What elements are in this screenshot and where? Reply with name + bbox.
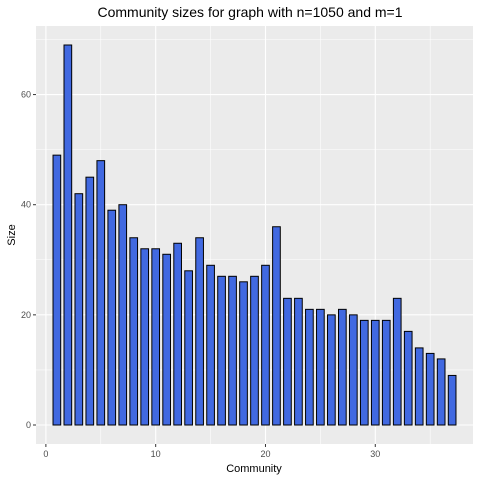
bar	[206, 264, 215, 426]
bar	[74, 193, 84, 426]
bar	[85, 176, 95, 426]
bar	[359, 319, 369, 426]
y-tick-label: 20	[21, 310, 31, 320]
bar	[195, 237, 204, 426]
bar	[217, 275, 226, 426]
y-tick-label: 60	[21, 90, 31, 100]
y-tick-label: 40	[21, 200, 31, 210]
bars	[52, 44, 457, 426]
bar	[337, 308, 347, 426]
bar	[436, 358, 446, 426]
bar	[52, 154, 62, 426]
bar	[118, 204, 128, 426]
bar	[96, 160, 106, 426]
x-axis-title: Community	[226, 463, 282, 475]
bar	[272, 226, 281, 426]
bar	[107, 209, 117, 426]
bar	[403, 330, 413, 426]
bar	[392, 297, 402, 426]
bar	[305, 308, 314, 426]
x-tick-label: 30	[370, 449, 380, 459]
bar	[151, 248, 161, 426]
bar	[239, 281, 248, 426]
x-axis: 0 10 20 30	[43, 444, 380, 459]
bar	[162, 253, 172, 426]
bar	[173, 242, 182, 426]
bar	[370, 319, 380, 426]
bar	[261, 264, 270, 426]
bar	[250, 275, 259, 426]
y-axis-title: Size	[6, 224, 18, 245]
bar	[447, 374, 457, 426]
bar	[283, 297, 292, 426]
bar	[140, 248, 150, 426]
y-tick-label: 0	[26, 420, 31, 430]
bar	[184, 270, 193, 426]
bar	[381, 319, 391, 426]
bar	[129, 237, 139, 426]
bar	[414, 347, 424, 426]
bar	[294, 297, 303, 426]
bar	[327, 314, 336, 426]
grid-minor	[36, 26, 473, 444]
bar	[228, 275, 237, 426]
x-tick-label: 20	[260, 449, 270, 459]
x-tick-label: 10	[151, 449, 161, 459]
y-axis: 0 20 40 60	[21, 90, 36, 430]
bar	[425, 352, 435, 426]
bar	[348, 314, 358, 426]
chart-title: Community sizes for graph with n=1050 an…	[97, 4, 402, 20]
x-tick-label: 0	[43, 449, 48, 459]
bar	[63, 44, 73, 426]
bar	[316, 308, 325, 426]
